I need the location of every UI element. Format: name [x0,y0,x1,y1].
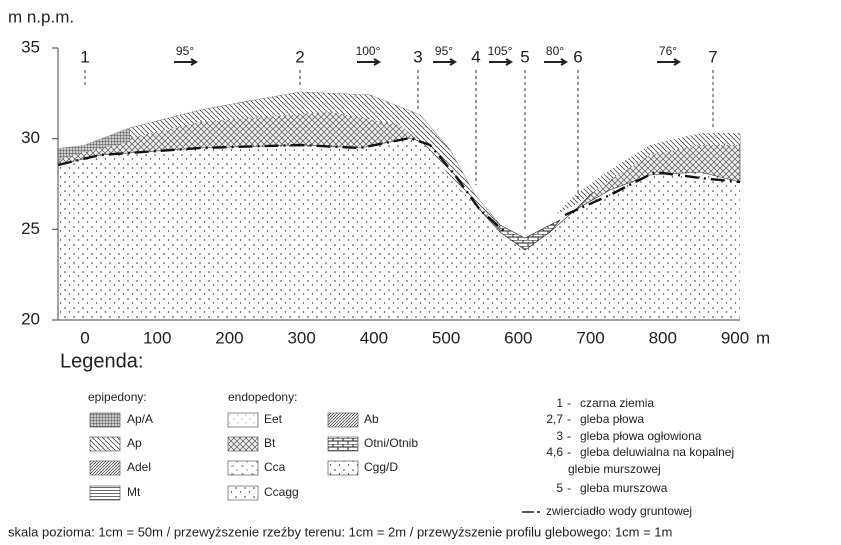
legend-swatch [327,412,359,428]
aspect-arrow [174,58,198,66]
cross-section [57,48,741,321]
y-tick-label: 25 [21,219,40,238]
soil-key: 1 [556,396,563,410]
soil-text: czarna ziemia [580,396,654,410]
x-tick-label: 600 [504,328,532,347]
x-tick-label: 500 [432,328,460,347]
x-tick-label: 300 [287,328,315,347]
legend-label: Adel [127,460,151,474]
aspect-arrow [544,58,568,66]
legend-label: Bt [264,436,276,450]
ap-horizon [58,92,500,225]
legend-label: Ccagg [264,485,299,499]
apa-horizon [58,128,130,160]
soil-text: gleba deluwialna na kopalnej [580,445,734,459]
soil-text: gleba murszowa [580,481,668,495]
water-label: zwierciadło wody gruntowej [546,504,692,518]
soil-dash: - [567,412,571,426]
legend-label: Ab [364,412,379,426]
x-tick-label: 900 [721,328,749,347]
x-tick-label: 0 [80,328,89,347]
x-tick-label: 700 [576,328,604,347]
caption: skala pozioma: 1cm = 50m / przewyższenie… [8,524,672,539]
soil-text: gleba płowa [580,412,644,426]
legend-swatch [89,485,121,501]
legend-swatch [227,485,259,501]
legend-swatch [327,436,359,452]
soil-dash: - [567,396,571,410]
legend-label: Ap/A [127,412,153,426]
aspect-label: 105° [488,44,513,58]
aspect-arrow [657,58,681,66]
y-tick-label: 30 [21,128,40,147]
y-axis-label: m n.p.m. [8,7,74,26]
x-tick-label: 100 [143,328,171,347]
legend-swatch [89,460,121,476]
soil-key: 2,7 [546,412,563,426]
soil-key: 4,6 [546,445,563,459]
groundwater-line [57,136,741,233]
legend-label: Otni/Otnib [364,436,418,450]
aspect-label: 76° [659,44,677,58]
legend-group-title: endopedony: [228,390,297,404]
legend-swatch [89,412,121,428]
soil-dash: - [567,445,571,459]
adel-horizon [555,133,740,215]
legend-title: Legenda: [60,350,143,372]
profile-number: 7 [708,47,717,66]
parent-material [58,138,740,320]
aspect-label: 80° [546,44,564,58]
x-tick-label: 400 [360,328,388,347]
profile-number: 4 [471,47,480,66]
soil-text: gleba płowa ogłowiona [580,429,702,443]
soil-dash: - [567,481,571,495]
legend-label: Eet [264,412,283,426]
aspect-arrow [433,58,457,66]
profile-number: 3 [413,47,422,66]
profile-number: 6 [573,47,582,66]
soil-key: 5 [556,481,563,495]
soil-text: glebie murszowej [568,462,661,476]
aspect-arrow [357,58,381,66]
legend-swatch [327,460,359,476]
profile-number: 2 [295,47,304,66]
otni-horizon [499,219,561,251]
aspect-label: 95° [176,44,194,58]
soil-dash: - [567,429,571,443]
aspect-label: 95° [435,44,453,58]
legend-label: Ap [127,436,142,450]
legend-swatch [89,436,121,452]
y-tick-label: 20 [21,309,40,328]
aspect-arrow [489,58,513,66]
x-unit: m [756,328,770,347]
legend-label: Mt [127,485,141,499]
profile-number: 1 [80,47,89,66]
aspect-label: 100° [356,44,381,58]
y-tick-label: 35 [21,37,40,56]
x-tick-label: 800 [649,328,677,347]
legend-group-title: epipedony: [88,390,147,404]
legend-label: Cgg/D [364,460,398,474]
legend-swatch [227,412,259,428]
legend-swatch [227,436,259,452]
soil-key: 3 [556,429,563,443]
profile-number: 5 [520,47,529,66]
legend-label: Cca [264,460,286,474]
legend-swatch [227,460,259,476]
x-tick-label: 200 [215,328,243,347]
